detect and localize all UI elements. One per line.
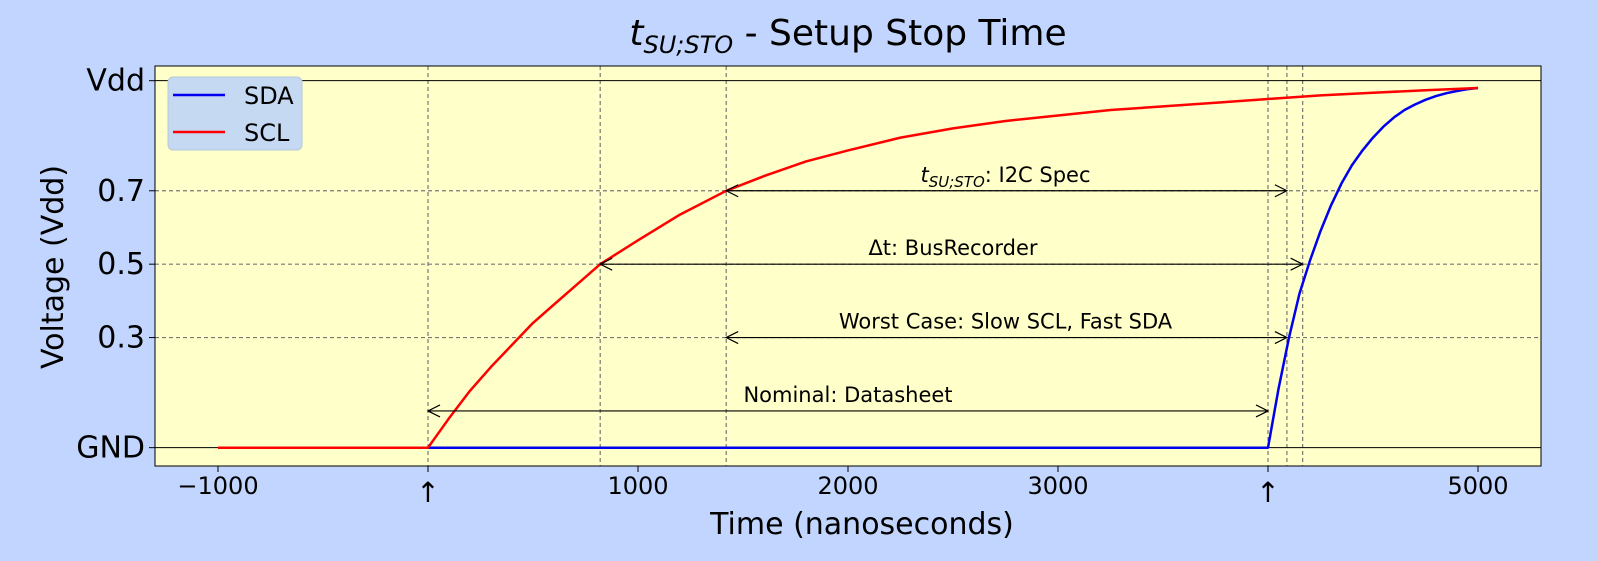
- annotation-0: tSU;STO: I2C Spec: [724, 163, 1289, 198]
- annotation-arrowhead-end-0: [1274, 184, 1289, 198]
- annotation-label-2: Worst Case: Slow SCL, Fast SDA: [839, 310, 1173, 334]
- x-tick-label-5: ↑: [1256, 476, 1279, 509]
- series-layer: [218, 86, 1479, 449]
- annotation-arrowhead-start-2: [724, 331, 739, 345]
- y-axis-ticks: GND 0.3 0.5 0.7 Vdd: [76, 64, 155, 466]
- x-tick-label-0: −1000: [177, 472, 258, 500]
- annotation-3: Nominal: Datasheet: [426, 383, 1270, 418]
- annotation-arrowhead-start-3: [426, 404, 441, 418]
- x-tick-label-4: 3000: [1027, 472, 1088, 500]
- chart-title-subscript: SU;STO: [643, 31, 733, 59]
- series-line-scl: [218, 86, 1479, 449]
- x-tick-label-3: 2000: [817, 472, 878, 500]
- annotation-label-0: tSU;STO: I2C Spec: [920, 163, 1090, 191]
- annotation-arrowhead-start-0: [724, 184, 739, 198]
- annotation-label-3: Nominal: Datasheet: [743, 383, 952, 407]
- annotation-arrowhead-end-3: [1255, 404, 1270, 418]
- annotation-1: Δt: BusRecorder: [598, 236, 1304, 271]
- x-tick-label-6: 5000: [1447, 472, 1508, 500]
- y-tick-label-4: Vdd: [86, 64, 145, 99]
- x-axis-ticks: −1000 ↑ 1000 2000 3000 ↑ 5000: [177, 466, 1509, 509]
- y-tick-label-3: 0.7: [97, 174, 145, 209]
- x-axis-label: Time (nanoseconds): [709, 507, 1014, 542]
- annotation-layer: tSU;STO: I2C Spec Δt: BusRecorder Worst Ca…: [426, 163, 1304, 418]
- annotation-arrowhead-end-2: [1274, 331, 1289, 345]
- y-tick-label-2: 0.5: [97, 247, 145, 282]
- x-tick-label-2: 1000: [607, 472, 668, 500]
- y-tick-label-0: GND: [76, 431, 145, 466]
- annotation-arrowhead-end-1: [1290, 257, 1304, 271]
- chart-title-symbol: t: [629, 13, 645, 54]
- plot-area: tSU;STO: I2C Spec Δt: BusRecorder Worst Ca…: [154, 65, 1542, 467]
- legend-label-sda: SDA: [244, 82, 294, 110]
- y-tick-label-1: 0.3: [97, 321, 145, 356]
- legend-label-scl: SCL: [244, 119, 290, 147]
- chart-title: tSU;STO - Setup Stop Time: [629, 13, 1066, 59]
- x-tick-label-1: ↑: [416, 476, 439, 509]
- legend: SDA SCL: [167, 76, 303, 151]
- annotation-label-1: Δt: BusRecorder: [868, 236, 1037, 260]
- annotation-arrowhead-start-1: [598, 257, 613, 271]
- annotation-2: Worst Case: Slow SCL, Fast SDA: [724, 310, 1289, 345]
- chart-title-text: - Setup Stop Time: [733, 13, 1067, 54]
- y-axis-label: Voltage (Vdd): [36, 165, 71, 369]
- series-line-sda: [218, 86, 1479, 449]
